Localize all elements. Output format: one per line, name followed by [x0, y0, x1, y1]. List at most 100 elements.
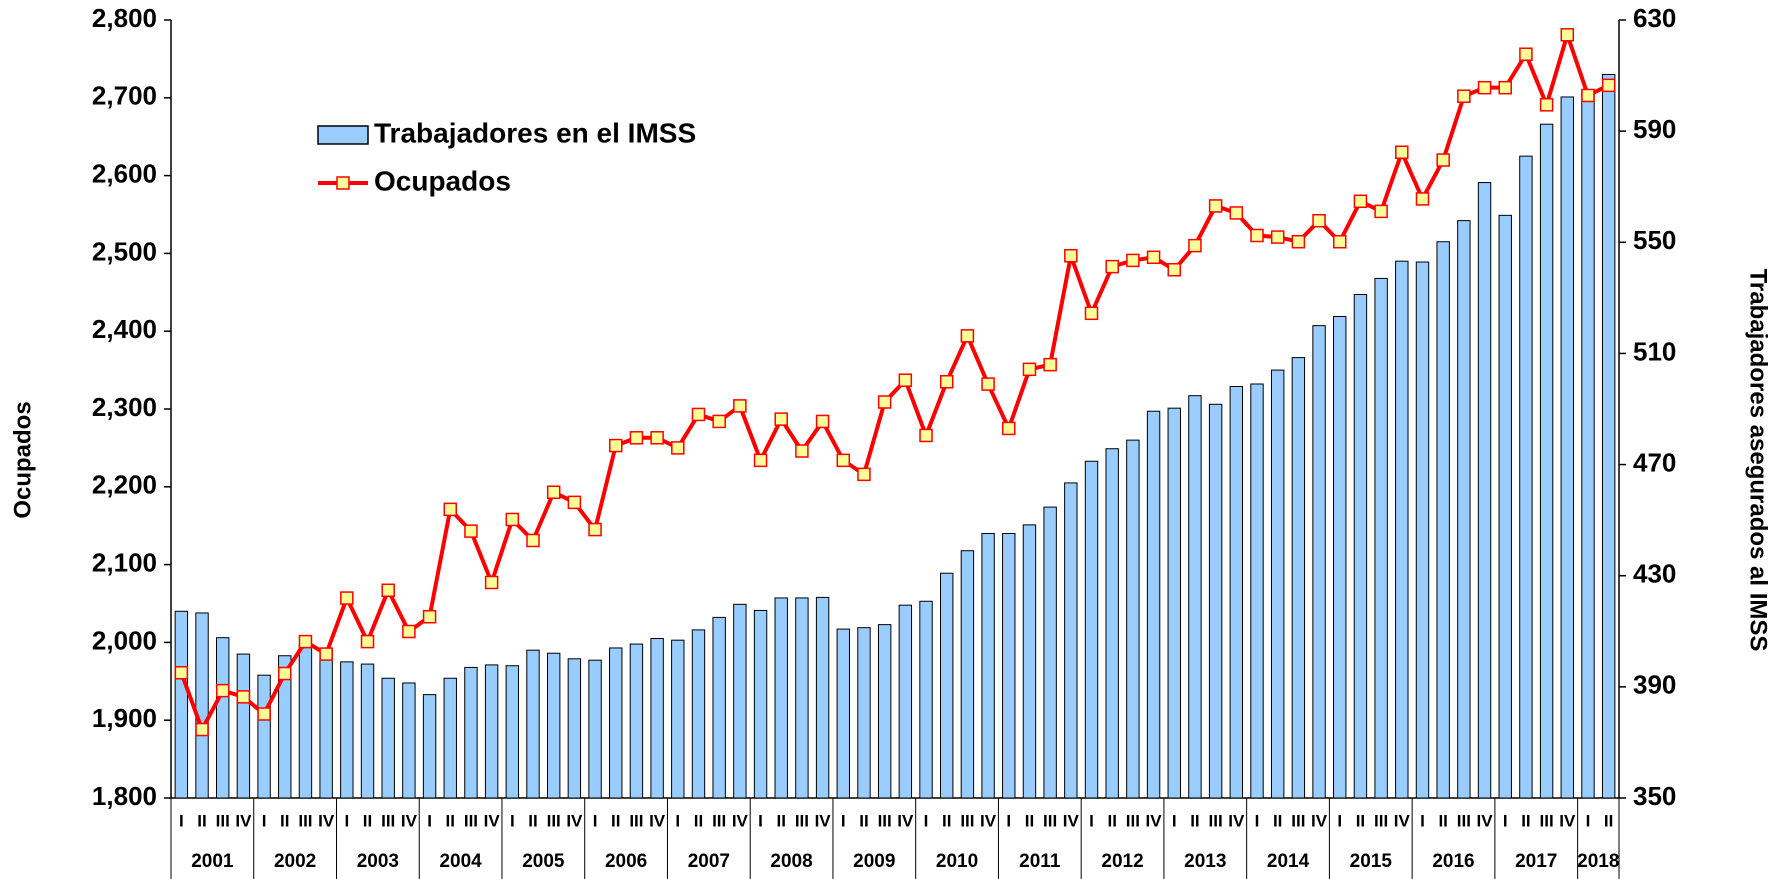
marker	[753, 453, 768, 468]
x-tick-label: I	[344, 811, 349, 830]
x-tick-label: I	[924, 811, 929, 830]
marker	[1208, 199, 1223, 213]
marker	[733, 399, 747, 413]
x-tick-label: IV	[401, 811, 418, 830]
bar	[1126, 439, 1140, 799]
x-tick-label: IV	[1394, 811, 1411, 830]
year-label: 2012	[1101, 851, 1143, 872]
y-tick-label: 2,200	[92, 470, 157, 500]
x-tick-label: II	[1107, 811, 1116, 830]
x-tick-label: IV	[897, 811, 914, 830]
x-tick-label: I	[1006, 811, 1011, 830]
bar	[609, 647, 623, 799]
y2-axis-title: Trabajadores asegurados al IMSS	[1745, 269, 1772, 652]
x-tick-label: III	[960, 811, 974, 830]
year-label: 2004	[439, 851, 482, 872]
x-tick-label: III	[878, 811, 892, 830]
bar	[1188, 395, 1202, 799]
year-label: 2017	[1515, 851, 1557, 872]
y-tick-label: 2,800	[92, 3, 157, 33]
y-axis-title: Ocupados	[9, 401, 36, 518]
x-tick-label: II	[1521, 811, 1530, 830]
x-tick-label: I	[1089, 811, 1094, 830]
legend-swatch	[317, 125, 369, 145]
marker	[402, 624, 416, 639]
x-tick-label: II	[1190, 811, 1199, 830]
marker	[1126, 253, 1140, 268]
bar	[1022, 524, 1037, 799]
y-tick-label: 2,400	[92, 314, 157, 344]
marker	[836, 453, 851, 468]
marker	[215, 683, 230, 698]
x-tick-label: IV	[1559, 811, 1576, 830]
marker	[360, 634, 375, 649]
legend-label: Trabajadores en el IMSS	[374, 117, 696, 148]
year-label: 2001	[191, 851, 234, 872]
bar	[526, 649, 540, 799]
bar	[981, 532, 995, 799]
marker	[1519, 47, 1533, 61]
year-label: 2015	[1350, 851, 1393, 872]
x-tick-label: I	[1337, 811, 1342, 830]
marker	[195, 722, 209, 737]
marker	[1581, 88, 1595, 103]
bar	[1002, 532, 1016, 799]
marker	[1374, 204, 1388, 219]
x-tick-label: IV	[1311, 811, 1328, 830]
x-tick-label: IV	[1228, 811, 1245, 830]
x-tick-label: III	[1540, 811, 1554, 830]
bar	[1333, 315, 1347, 799]
x-tick-label: II	[859, 811, 868, 830]
x-tick-label: II	[280, 811, 289, 830]
marker	[650, 431, 664, 445]
x-tick-label: IV	[1146, 811, 1163, 830]
marker	[1395, 145, 1409, 160]
bar	[1250, 383, 1264, 799]
x-tick-label: I	[593, 811, 598, 830]
x-tick-label: III	[298, 811, 312, 830]
x-tick-label: III	[381, 811, 395, 830]
bar	[381, 677, 395, 799]
marker	[1105, 259, 1119, 274]
year-label: 2016	[1432, 851, 1474, 872]
bar	[1457, 220, 1471, 799]
bar	[1436, 241, 1450, 799]
marker	[1250, 228, 1264, 243]
marker	[278, 666, 292, 681]
y-tick-label: 2,500	[92, 236, 157, 266]
x-tick-label: II	[363, 811, 372, 830]
marker	[1043, 357, 1057, 372]
bar	[1270, 369, 1285, 799]
marker	[712, 414, 726, 429]
x-tick-label: IV	[815, 811, 832, 830]
bar	[712, 616, 726, 799]
bar	[691, 629, 706, 799]
bar	[1229, 385, 1244, 799]
bar	[940, 572, 954, 799]
x-tick-label: IV	[1063, 811, 1080, 830]
marker	[236, 690, 251, 704]
x-tick-label: IV	[732, 811, 749, 830]
y2-tick-label: 590	[1633, 114, 1676, 144]
marker	[815, 414, 830, 429]
x-tick-label: I	[841, 811, 846, 830]
bar	[464, 666, 478, 799]
x-tick-label: IV	[649, 811, 666, 830]
year-label: 2014	[1267, 851, 1310, 872]
line	[179, 28, 1610, 735]
bar	[236, 653, 251, 799]
marker	[588, 522, 602, 537]
bar	[1581, 89, 1595, 799]
year-label: 2013	[1184, 851, 1226, 872]
marker	[1146, 250, 1161, 265]
x-tick-label: IV	[318, 811, 335, 830]
bar	[567, 658, 582, 799]
x-tick-label: IV	[484, 811, 501, 830]
x-tick-label: II	[1604, 811, 1613, 830]
marker	[1477, 80, 1492, 95]
marker	[939, 375, 954, 389]
bar	[857, 627, 871, 799]
x-tick-label: IV	[980, 811, 997, 830]
year-label: 2005	[522, 851, 565, 872]
